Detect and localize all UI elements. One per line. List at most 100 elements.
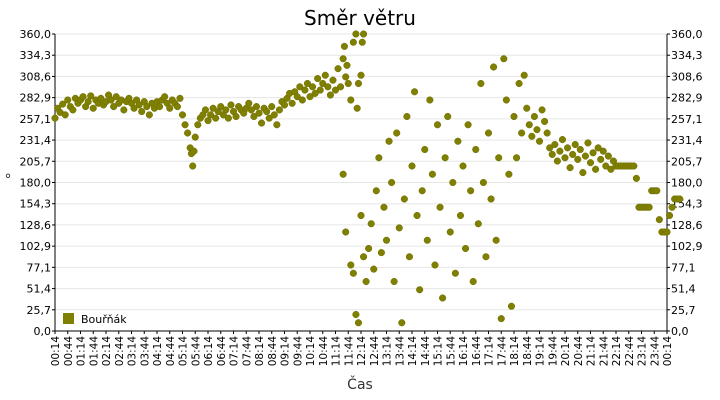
x-tick-label: 05:44 <box>190 336 202 367</box>
data-point <box>334 65 342 73</box>
y-tick-label-right: 360,0 <box>671 28 703 41</box>
data-point <box>592 165 600 173</box>
data-point <box>360 253 368 261</box>
data-point <box>314 75 322 83</box>
x-tick-label: 13:44 <box>394 336 406 367</box>
axes: 0,0 0,0 25,7 25,7 51,4 51,4 77,1 77,1 102,9 102,9… <box>20 28 703 366</box>
data-point <box>538 106 546 114</box>
y-tick-label-left: 0,0 <box>34 325 52 338</box>
data-point <box>365 244 373 253</box>
data-point <box>571 141 579 149</box>
data-point <box>456 211 465 220</box>
data-point <box>354 79 363 88</box>
x-tick-label: 12:44 <box>369 336 381 367</box>
data-point <box>375 154 383 162</box>
data-point <box>324 83 332 91</box>
data-point <box>490 63 498 71</box>
data-point <box>344 79 352 88</box>
data-point <box>87 92 95 100</box>
data-point <box>630 162 638 170</box>
x-tick-label: 21:44 <box>598 336 610 367</box>
data-point <box>655 216 663 224</box>
y-tick-label-right: 180,0 <box>671 177 703 190</box>
data-point <box>130 104 138 112</box>
y-tick-label-right: 77,1 <box>671 261 696 274</box>
x-tick-label: 08:44 <box>267 336 279 367</box>
data-point <box>340 42 348 50</box>
x-tick-label: 10:14 <box>305 336 317 367</box>
data-point <box>181 121 189 129</box>
data-point <box>566 164 574 172</box>
data-point <box>454 137 462 145</box>
data-point <box>569 150 577 158</box>
data-point <box>436 203 444 211</box>
data-point <box>586 159 595 167</box>
data-point <box>342 73 350 81</box>
data-point <box>543 129 551 137</box>
data-point <box>382 236 391 244</box>
data-point <box>666 211 674 220</box>
y-axis-title: ° <box>5 172 12 188</box>
data-point <box>462 244 470 253</box>
data-point <box>217 103 225 111</box>
data-point <box>316 86 324 94</box>
y-tick-label-right: 128,6 <box>671 219 703 232</box>
data-point <box>553 157 561 165</box>
data-point <box>354 319 363 327</box>
y-tick-label-left: 180,0 <box>20 177 52 190</box>
x-tick-label: 06:44 <box>216 336 228 367</box>
data-point <box>372 187 380 195</box>
data-point <box>497 315 505 323</box>
data-point <box>370 265 378 273</box>
data-point <box>515 79 523 88</box>
x-tick-label: 18:14 <box>509 336 521 367</box>
data-point <box>645 203 653 211</box>
data-point <box>51 114 59 122</box>
data-point <box>579 169 587 177</box>
data-point <box>306 93 314 101</box>
x-tick-label: 00:14 <box>50 336 62 367</box>
data-point <box>59 100 67 108</box>
x-tick-label: 23:14 <box>637 336 649 367</box>
x-tick-label: 21:14 <box>586 336 598 367</box>
data-point <box>224 114 232 122</box>
x-tick-label: 09:44 <box>292 336 304 367</box>
y-tick-label-left: 257,1 <box>20 113 52 126</box>
y-tick-label-left: 128,6 <box>20 219 52 232</box>
data-point <box>161 93 169 101</box>
data-point <box>343 61 351 69</box>
data-point <box>212 114 220 122</box>
data-point <box>423 236 431 244</box>
x-tick-label: 01:14 <box>76 336 88 367</box>
data-point <box>495 154 503 162</box>
x-tick-label: 09:14 <box>280 336 292 367</box>
data-point <box>403 112 411 121</box>
data-point <box>331 86 340 94</box>
data-point <box>474 220 482 228</box>
legend: Bouřňák <box>63 313 127 326</box>
x-tick-label: 08:14 <box>254 336 266 367</box>
data-point <box>347 261 355 269</box>
x-axis-title: Čas <box>347 375 373 393</box>
x-tick-label: 00:44 <box>63 336 75 367</box>
data-point <box>380 203 388 211</box>
data-point <box>156 103 164 111</box>
data-point <box>357 211 365 220</box>
data-point <box>64 96 72 104</box>
data-point <box>632 174 640 182</box>
data-point <box>482 253 490 261</box>
y-tick-label-right: 231,4 <box>671 134 703 147</box>
x-tick-label: 22:14 <box>611 336 623 367</box>
data-point <box>518 129 526 137</box>
data-point <box>191 133 199 141</box>
data-point <box>255 109 263 117</box>
data-point <box>357 71 365 79</box>
data-point <box>676 195 684 203</box>
data-point <box>360 30 368 38</box>
data-point <box>61 111 69 119</box>
data-point <box>97 94 105 102</box>
data-point <box>120 106 128 114</box>
y-tick-label-left: 282,9 <box>20 92 52 105</box>
data-point <box>530 112 538 121</box>
